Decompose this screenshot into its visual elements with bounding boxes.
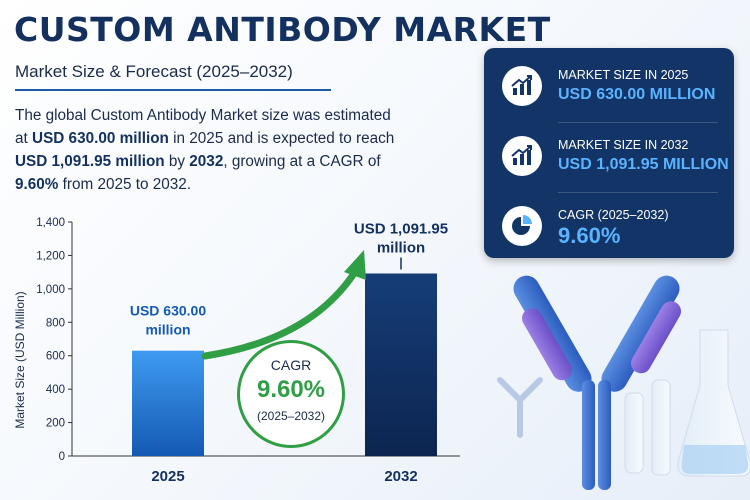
stat-market-2032: MARKET SIZE IN 2032 USD 1,091.95 MILLION [484, 126, 734, 186]
desc-text-1: The global Custom Antibody Market size w… [15, 107, 391, 147]
cagr-badge-value: 9.60% [256, 376, 326, 403]
page-subtitle: Market Size & Forecast (2025–2032) [15, 62, 293, 81]
growth-arrowhead [344, 250, 366, 280]
chart-marks: 2025 USD 630.00 million 2032 USD 1,091.95 mil… [130, 220, 448, 485]
stat-divider [558, 122, 718, 123]
bar-2025 [132, 350, 204, 456]
cagr-badge-label: CAGR [270, 357, 312, 373]
bar-2032 [365, 273, 437, 456]
x-tick-label: 2032 [384, 468, 417, 485]
y-axis-title: Market Size (USD Million) [13, 291, 27, 428]
page-title: CUSTOM ANTIBODY MARKET [14, 10, 551, 49]
data-label: USD 630.00 [130, 303, 206, 319]
y-tick-label: 1,000 [36, 284, 65, 296]
antibody-illustration [513, 275, 681, 490]
stat-divider [558, 192, 718, 193]
desc-year-2032: 2032 [189, 153, 224, 170]
pie-chart-icon [502, 206, 542, 246]
lab-background-illustration [497, 329, 750, 477]
growth-arrow [201, 268, 359, 360]
desc-cagr: 9.60% [15, 176, 59, 193]
y-tick-label: 1,400 [36, 217, 65, 229]
market-size-chart: Market Size (USD Million) 0 200 400 600 800 1… [13, 217, 750, 490]
cagr-badge: CAGR 9.60% (2025–2032) [237, 340, 345, 448]
stat-label: MARKET SIZE IN 2032 [558, 138, 689, 152]
y-tick-label: 1,200 [36, 250, 65, 262]
desc-text-2: in 2025 and is expected to reach [168, 130, 395, 147]
stat-market-2025: MARKET SIZE IN 2025 USD 630.00 MILLION [484, 56, 734, 116]
stat-value: USD 1,091.95 MILLION [558, 156, 729, 173]
desc-text-3: by [164, 153, 190, 170]
stat-cagr: CAGR (2025–2032) 9.60% [484, 196, 734, 256]
stat-value: 9.60% [558, 223, 621, 248]
subtitle-underline [15, 89, 331, 91]
data-label: million [377, 239, 425, 256]
y-tick-label: 600 [46, 351, 65, 363]
desc-value-2025: USD 630.00 million [32, 130, 169, 147]
stat-label: CAGR (2025–2032) [558, 208, 669, 222]
bar-chart-up-icon [502, 136, 542, 176]
data-label: USD 1,091.95 [354, 220, 448, 237]
y-tick-label: 800 [46, 317, 65, 329]
stat-label: MARKET SIZE IN 2025 [558, 68, 689, 82]
desc-value-2032: USD 1,091.95 million [15, 153, 165, 170]
market-description: The global Custom Antibody Market size w… [15, 104, 395, 196]
data-label: million [145, 322, 190, 338]
stat-value: USD 630.00 MILLION [558, 86, 716, 103]
y-tick-label: 200 [46, 418, 65, 430]
bar-chart-up-icon [502, 66, 542, 106]
cagr-badge-period: (2025–2032) [256, 409, 326, 423]
y-tick-label: 0 [59, 451, 65, 463]
key-stats-card: MARKET SIZE IN 2025 USD 630.00 MILLION M… [484, 48, 734, 258]
desc-text-5: from 2025 to 2032. [58, 176, 192, 193]
y-tick-label: 400 [46, 384, 65, 396]
desc-text-4: , growing at a CAGR of [223, 153, 381, 170]
x-tick-label: 2025 [151, 468, 184, 485]
